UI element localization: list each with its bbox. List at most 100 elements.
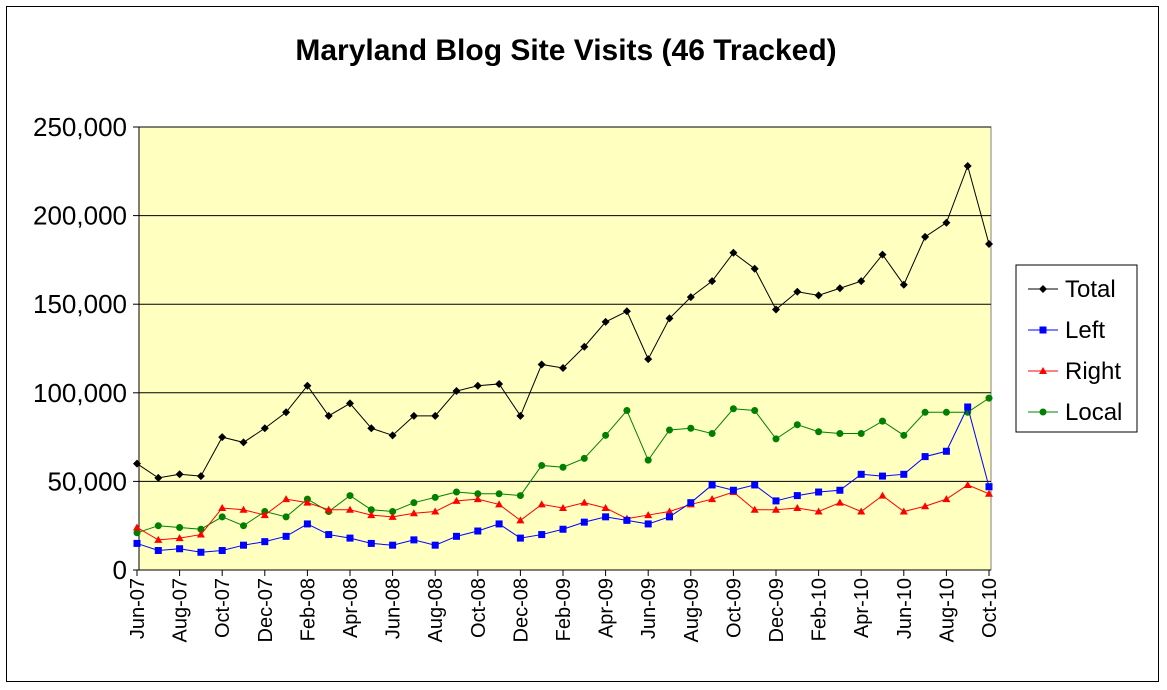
data-point-left — [474, 527, 482, 535]
data-point-left — [261, 538, 269, 546]
legend-marker-local — [1039, 408, 1047, 416]
data-point-total — [196, 472, 205, 481]
series-group — [133, 161, 993, 556]
data-point-right — [835, 498, 844, 506]
x-tick-label: Jun-08 — [383, 578, 405, 639]
data-point-right — [260, 511, 269, 519]
data-point-total — [282, 408, 291, 417]
data-point-right — [580, 498, 589, 506]
data-point-right — [218, 503, 227, 511]
data-point-total — [537, 360, 546, 369]
data-point-right — [452, 496, 461, 504]
data-point-left — [623, 516, 631, 524]
data-point-local — [879, 417, 886, 425]
data-point-left — [751, 481, 759, 489]
data-point-left — [346, 534, 354, 542]
data-point-right — [750, 505, 759, 513]
data-point-local — [623, 407, 631, 415]
data-point-total — [324, 411, 333, 420]
x-tick-label: Apr-10 — [851, 578, 873, 638]
legend-marker-total — [1039, 285, 1047, 293]
data-point-right — [133, 523, 141, 531]
data-point-left — [133, 539, 141, 547]
data-point-right — [282, 495, 291, 503]
data-point-left — [389, 541, 397, 549]
data-point-total — [431, 411, 440, 420]
x-tick-label: Apr-09 — [596, 578, 618, 638]
data-point-left — [453, 532, 460, 540]
data-point-total — [580, 342, 589, 351]
data-point-left — [325, 531, 333, 539]
x-tick-label: Feb-09 — [553, 578, 575, 641]
data-point-total — [793, 287, 802, 296]
data-point-local — [431, 493, 439, 501]
x-tick-label: Feb-08 — [297, 578, 319, 641]
data-point-total — [644, 355, 653, 364]
data-point-total — [963, 161, 972, 170]
data-point-left — [793, 492, 801, 500]
data-point-total — [750, 264, 759, 273]
data-point-left — [900, 470, 908, 478]
y-tick-label: 200,000 — [33, 201, 127, 231]
data-point-local — [389, 508, 397, 516]
data-point-right — [239, 505, 248, 513]
gridlines — [139, 126, 991, 482]
data-point-left — [197, 548, 205, 556]
data-point-total — [985, 239, 993, 248]
chart-title: Maryland Blog Site Visits (46 Tracked) — [295, 34, 836, 67]
data-point-right — [921, 502, 930, 510]
data-point-left — [687, 499, 695, 507]
data-point-total — [686, 293, 695, 302]
data-point-local — [644, 456, 652, 464]
x-tick-label: Feb-10 — [809, 578, 831, 641]
data-point-right — [942, 495, 951, 503]
x-tick-label: Aug-07 — [170, 578, 192, 643]
data-point-local — [176, 523, 184, 531]
data-point-total — [665, 314, 674, 323]
y-tick-label: 100,000 — [33, 378, 127, 408]
data-point-total — [367, 424, 376, 433]
data-point-local — [516, 492, 524, 500]
data-point-left — [367, 539, 375, 547]
data-point-total — [175, 470, 184, 479]
data-point-right — [878, 491, 887, 499]
data-point-right — [559, 503, 567, 511]
x-tick-label: Aug-08 — [425, 578, 447, 643]
data-point-local — [559, 463, 567, 471]
legend-marker-left — [1039, 326, 1047, 334]
data-point-total — [835, 284, 844, 293]
data-point-total — [388, 431, 397, 440]
data-point-total — [708, 277, 717, 286]
x-tick-label: Oct-08 — [468, 578, 490, 638]
data-point-total — [303, 381, 312, 390]
data-point-total — [516, 411, 525, 420]
data-point-right — [665, 507, 674, 515]
data-point-local — [836, 430, 844, 438]
x-tick-label: Oct-07 — [212, 578, 234, 638]
data-point-left — [921, 453, 929, 461]
data-point-total — [473, 381, 482, 390]
data-point-local — [453, 488, 460, 496]
data-point-local — [815, 428, 823, 436]
x-tick-label: Jun-07 — [127, 578, 149, 639]
data-point-left — [666, 513, 673, 521]
data-point-left — [559, 525, 567, 533]
data-point-local — [282, 513, 290, 521]
data-point-local — [687, 424, 695, 432]
data-point-local — [602, 431, 610, 439]
data-point-left — [815, 488, 823, 496]
data-point-right — [814, 507, 823, 515]
data-point-left — [538, 531, 546, 539]
data-point-right — [516, 516, 525, 524]
data-point-local — [985, 394, 993, 402]
data-point-local — [580, 454, 588, 462]
legend-label-left: Left — [1065, 317, 1105, 344]
data-point-left — [942, 447, 950, 455]
data-point-local — [538, 461, 546, 469]
data-point-right — [346, 505, 354, 513]
legend-label-local: Local — [1065, 399, 1122, 426]
data-point-right — [303, 498, 312, 506]
data-point-right — [473, 495, 482, 503]
data-point-right — [644, 511, 653, 519]
